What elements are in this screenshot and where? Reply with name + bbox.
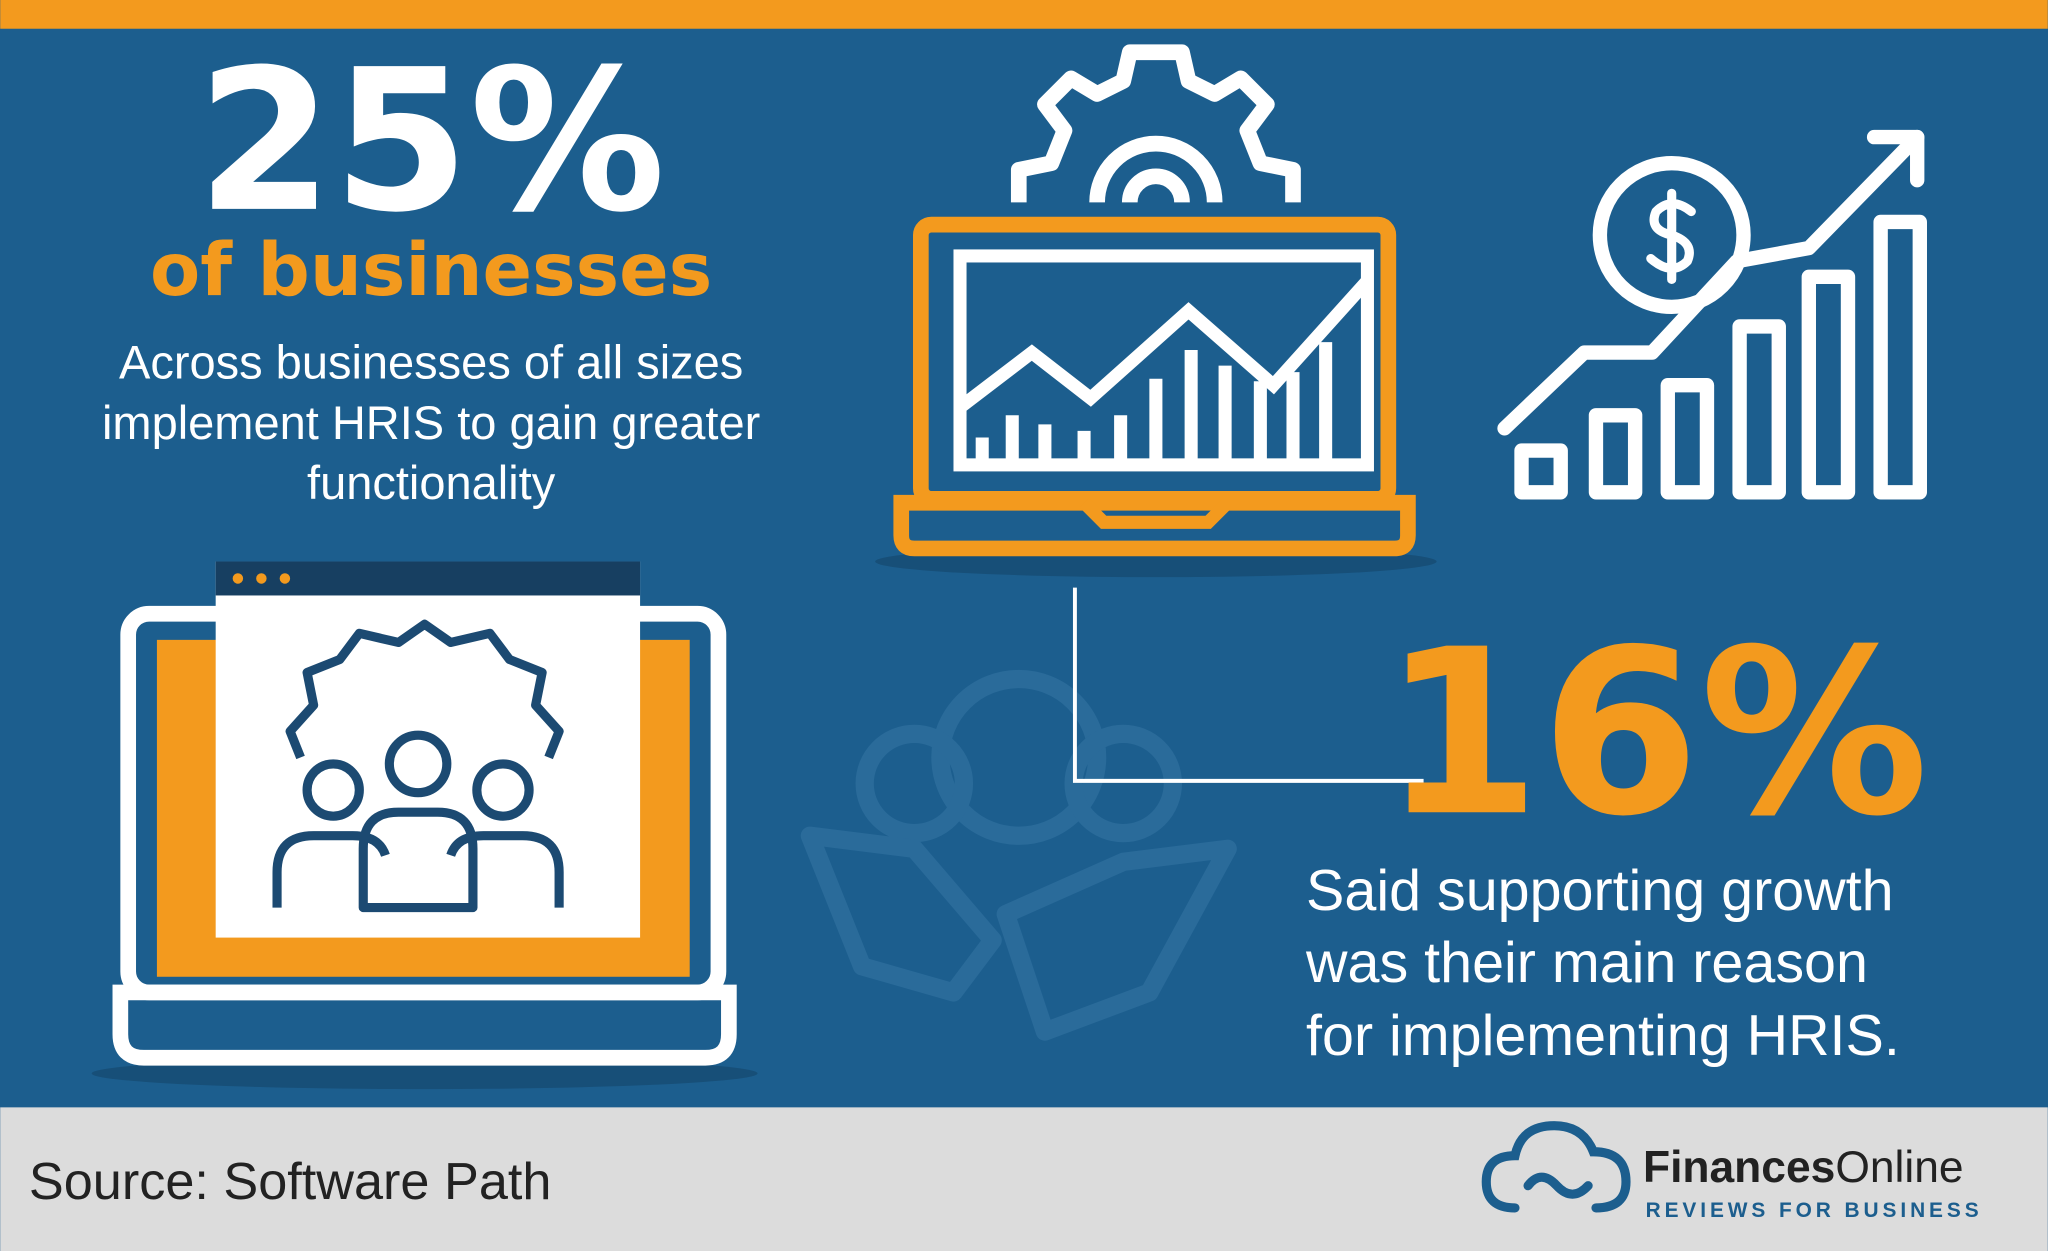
connector-line [1072,587,1424,783]
primary-stat-description: Across businesses of all sizes [119,336,743,389]
brand-logo [1481,1121,1631,1213]
primary-stat-value: 25% [197,28,666,256]
secondary-stat-description: Said supporting growth [1306,859,1894,923]
footer [0,1107,2048,1251]
primary-stat-subject: of businesses [150,228,712,313]
brand-name-regular: Online [1835,1143,1963,1192]
secondary-stat-description: was their main reason [1305,931,1868,995]
brand-name-bold: Finances [1643,1143,1835,1192]
laptop-team-icon [91,561,758,1090]
laptop-chart-icon [875,44,1437,578]
growth-icon [1497,129,1927,500]
brand-name: FinancesOnline [1643,1143,1964,1192]
brand-tagline: REVIEWS FOR BUSINESS [1646,1199,1983,1222]
secondary-stat-value: 16% [1382,600,1929,866]
primary-stat-description: implement HRIS to gain greater [102,396,760,449]
handshake-watermark [800,669,1237,1041]
top-bar [0,0,2048,29]
secondary-stat-description: for implementing HRIS. [1306,1004,1900,1068]
source: Source: Software Path [29,1153,551,1211]
primary-stat-description: functionality [307,456,556,509]
